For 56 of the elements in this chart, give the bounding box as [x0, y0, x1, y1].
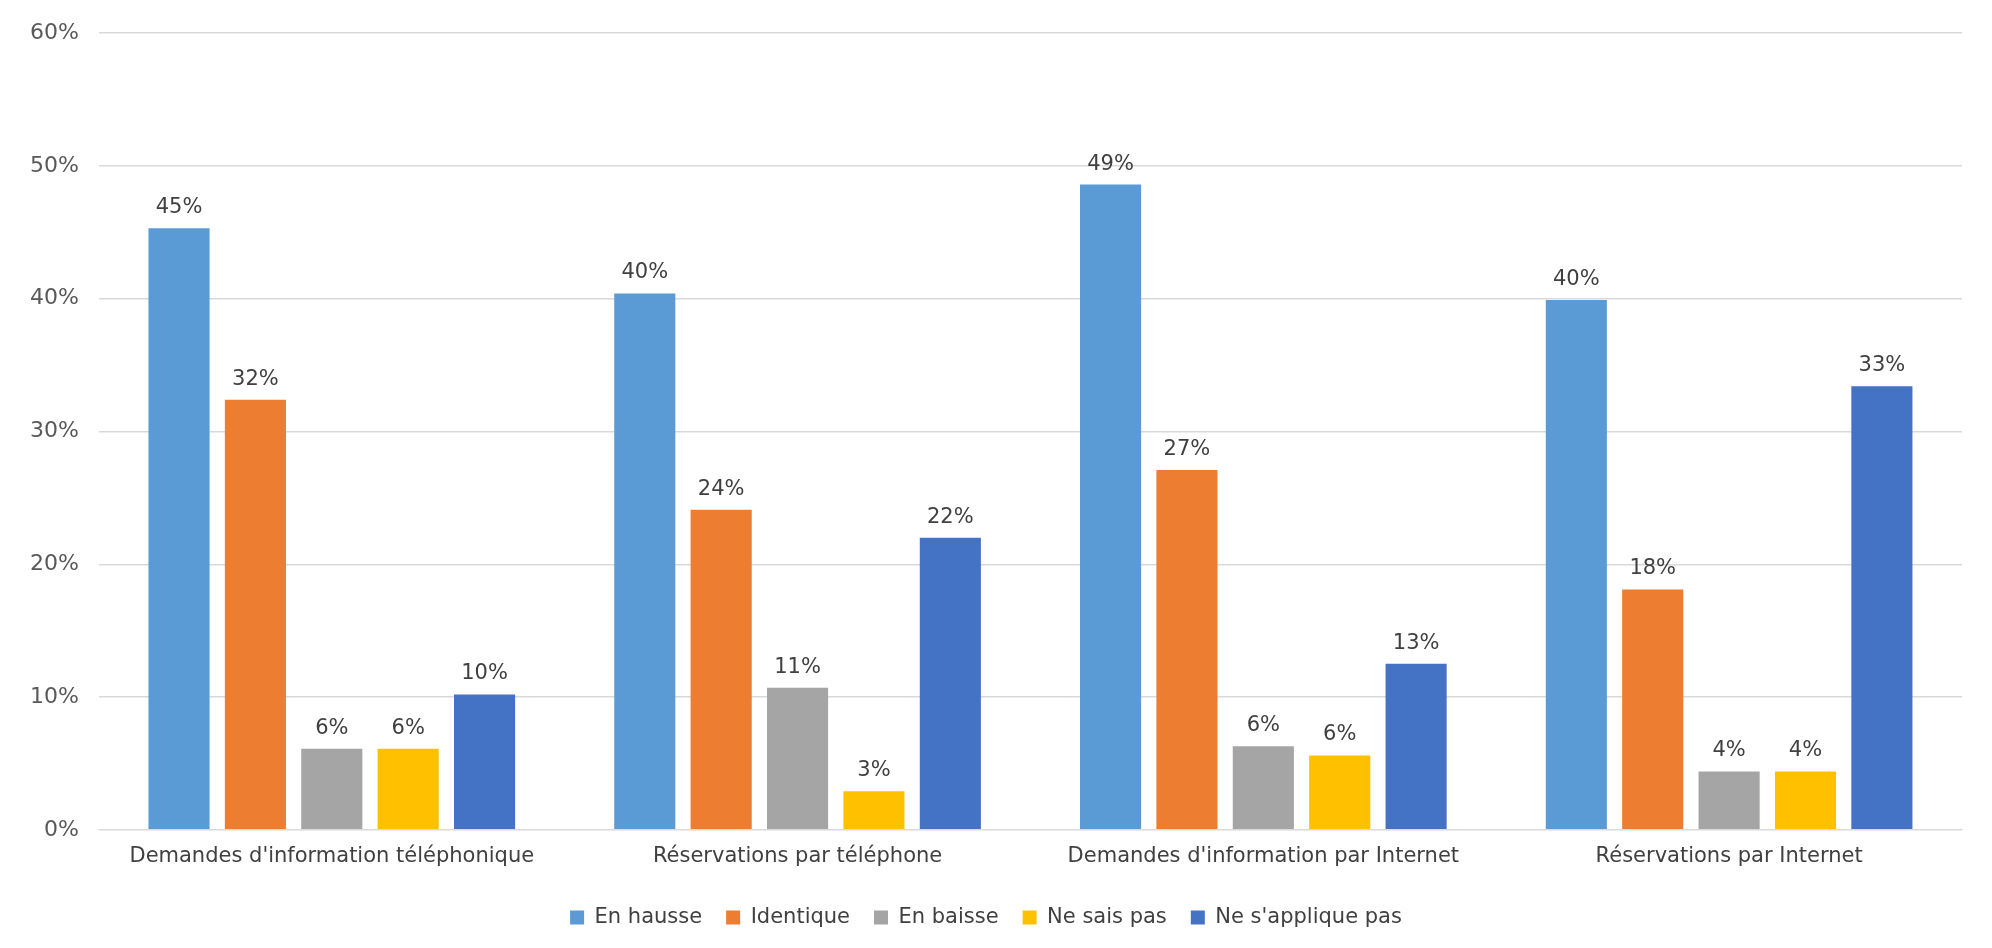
y-tick-label: 50% [29, 151, 79, 177]
bar [1156, 470, 1218, 830]
bar [377, 748, 439, 830]
bar [1545, 300, 1607, 830]
x-tick-label: Demandes d'information téléphonique [129, 842, 535, 867]
data-label: 6% [1323, 721, 1357, 746]
data-label: 24% [697, 475, 745, 500]
data-label: 6% [1246, 712, 1280, 737]
bar [301, 748, 363, 830]
data-label: 4% [1788, 737, 1823, 762]
bar [1851, 386, 1913, 830]
bar [767, 687, 829, 830]
data-label: 6% [315, 714, 349, 739]
legend-label: Ne s'applique pas [1215, 903, 1402, 928]
y-tick-label: 40% [29, 284, 79, 310]
legend-label: En baisse [898, 903, 999, 928]
data-label: 3% [857, 757, 891, 782]
legend-label: Identique [750, 903, 851, 928]
bar [1622, 589, 1684, 830]
data-label: 40% [621, 259, 669, 284]
bar [1232, 746, 1294, 830]
y-tick-label: 0% [43, 815, 79, 841]
bar [224, 399, 286, 830]
y-tick-label: 10% [29, 682, 79, 708]
data-label: 6% [391, 714, 425, 739]
legend-label: En hausse [594, 903, 703, 928]
bar [690, 509, 752, 830]
x-tick-label: Réservations par Internet [1595, 842, 1863, 867]
data-label: 22% [926, 503, 974, 528]
bar [919, 537, 981, 830]
data-label: 10% [461, 660, 508, 685]
bar [148, 228, 210, 830]
bar [1309, 755, 1371, 830]
data-label: 27% [1163, 435, 1211, 460]
bar [1774, 771, 1837, 830]
x-tick-label: Réservations par téléphone [652, 842, 943, 867]
bar [614, 293, 676, 830]
bar [454, 694, 516, 830]
data-label: 4% [1712, 737, 1746, 762]
data-label: 13% [1392, 629, 1440, 654]
bar [1698, 771, 1760, 830]
y-tick-label: 30% [29, 417, 79, 443]
legend-label: Ne sais pas [1047, 903, 1167, 928]
data-label: 32% [232, 365, 279, 390]
data-label: 33% [1858, 352, 1906, 377]
bar [843, 791, 905, 830]
data-label: 45% [155, 194, 203, 219]
data-label: 11% [774, 653, 821, 678]
bar [1385, 663, 1447, 830]
y-tick-label: 20% [29, 549, 79, 575]
y-tick-label: 60% [29, 18, 79, 44]
bar [1080, 184, 1142, 830]
data-label: 40% [1552, 266, 1600, 291]
data-label: 18% [1629, 555, 1677, 580]
x-tick-label: Demandes d'information par Internet [1067, 842, 1460, 867]
data-label: 49% [1087, 150, 1134, 175]
